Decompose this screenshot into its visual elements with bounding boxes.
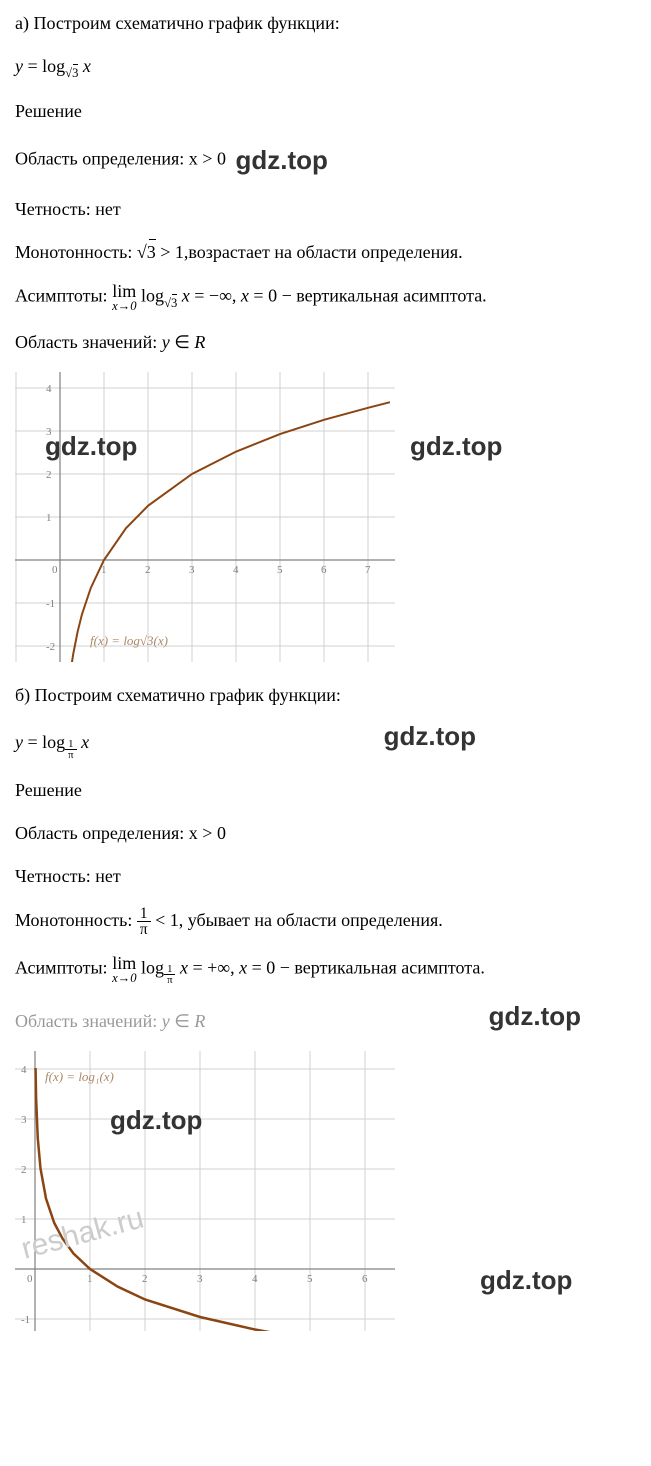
watermark-3: gdz.top [410,427,502,466]
chart-b-container: 0123456-11234f(x) = log₁(x) reshak.ru gd… [15,1051,636,1331]
domain-b: Область определения: x > 0 [15,820,636,847]
svg-text:3: 3 [189,564,195,576]
section-b-title: б) Построим схематично график функции: [15,682,636,709]
solution-label-a: Решение [15,98,636,125]
svg-text:2: 2 [145,564,151,576]
svg-text:1: 1 [21,1214,27,1226]
svg-text:7: 7 [365,564,371,576]
range-a: Область значений: y ∈ R [15,329,636,356]
mono-prefix-a: Монотонность: [15,242,137,262]
mono-prefix-b: Монотонность: [15,910,137,930]
svg-text:3: 3 [46,426,52,438]
domain-text-a: Область определения: x > 0 [15,149,226,169]
mono-num-b: 1 [137,906,151,922]
svg-text:0: 0 [52,564,58,576]
svg-text:3: 3 [197,1273,203,1285]
mono-den-b: π [137,922,151,937]
lim-sub-a: x→0 [112,300,136,313]
svg-text:-1: -1 [21,1314,30,1326]
watermark-5: gdz.top [489,997,581,1036]
monotonicity-a: Монотонность: √3 > 1,возрастает на облас… [15,239,636,266]
svg-text:6: 6 [321,564,327,576]
lim-sub-b: x→0 [112,972,136,985]
asymptote-a: Асимптоты: limx→0 log√3 x = −∞, x = 0 − … [15,282,636,313]
svg-text:4: 4 [252,1273,258,1285]
svg-text:2: 2 [46,469,52,481]
svg-text:4: 4 [21,1064,27,1076]
formula-a: y = log√3 x [15,53,636,82]
lim-a: lim [112,282,136,300]
watermark-4: gdz.top [384,717,476,756]
monotonicity-b: Монотонность: 1π < 1, убывает на области… [15,906,636,938]
chart-a: 01234567-2-11234f(x) = log√3(x) [15,372,395,662]
chart-a-container: 01234567-2-11234f(x) = log√3(x) gdz.top … [15,372,636,662]
watermark-7: gdz.top [480,1261,572,1300]
svg-text:0: 0 [27,1273,33,1285]
mono-suffix-a: ,возрастает на области определения. [184,242,463,262]
svg-text:f(x) = log₁(x): f(x) = log₁(x) [45,1069,114,1084]
svg-text:f(x) = log√3(x): f(x) = log√3(x) [90,633,168,648]
svg-text:4: 4 [46,383,52,395]
svg-text:1: 1 [87,1273,93,1285]
svg-text:2: 2 [142,1273,148,1285]
svg-text:3: 3 [21,1114,27,1126]
mono-op-b: < 1 [151,910,179,930]
svg-text:1: 1 [46,512,52,524]
domain-a: Область определения: x > 0 gdz.top [15,141,636,180]
svg-text:4: 4 [233,564,239,576]
formula-b: y = log1π x [15,729,636,761]
svg-text:2: 2 [21,1164,27,1176]
parity-b: Четность: нет [15,863,636,890]
svg-text:-2: -2 [46,641,55,653]
asym-prefix-a: Асимптоты: [15,286,112,306]
asymptote-b: Асимптоты: limx→0 log1π x = +∞, x = 0 − … [15,954,636,986]
section-b-title-text: б) Построим схематично график функции: [15,685,341,705]
svg-text:5: 5 [307,1273,313,1285]
lim-b: lim [112,954,136,972]
chart-b: 0 1 2 3 4 5 6 -1 1 2 3 4 f(x) = log₁(x) [15,1051,395,1331]
svg-text:5: 5 [277,564,283,576]
solution-label-b: Решение [15,777,636,804]
watermark-1: gdz.top [235,145,327,175]
svg-text:-1: -1 [46,598,55,610]
mono-suffix-b: , убывает на области определения. [179,910,443,930]
asym-prefix-b: Асимптоты: [15,957,112,977]
parity-a: Четность: нет [15,196,636,223]
svg-text:6: 6 [362,1273,368,1285]
section-a-title: а) Построим схематично график функции: [15,10,636,37]
